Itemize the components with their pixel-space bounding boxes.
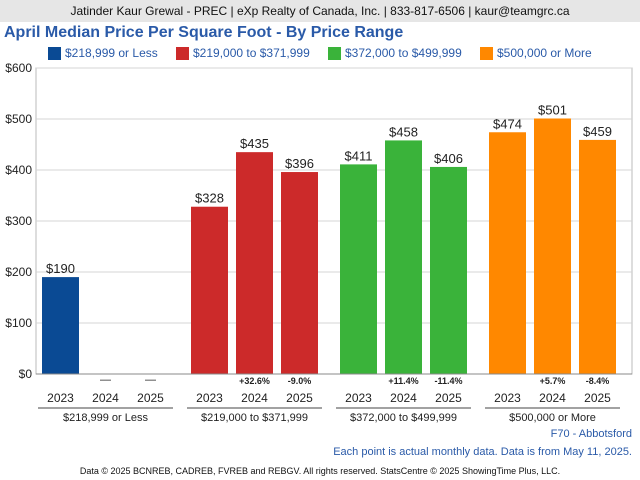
- bar: [191, 206, 228, 374]
- x-tick-label: 2024: [539, 391, 566, 405]
- x-tick-label: 2025: [286, 391, 313, 405]
- x-tick-label: 2023: [47, 391, 74, 405]
- legend-label-3: $372,000 to $499,999: [345, 46, 462, 60]
- x-tick-label: 2025: [435, 391, 462, 405]
- x-tick-label: 2024: [92, 391, 119, 405]
- change-label: +11.4%: [388, 376, 418, 386]
- change-label: —: [100, 374, 111, 386]
- y-tick-label: $0: [19, 367, 33, 381]
- legend-label-2: $219,000 to $371,999: [193, 46, 310, 60]
- x-tick-label: 2023: [196, 391, 223, 405]
- x-tick-label: 2025: [584, 391, 611, 405]
- bar: [534, 118, 571, 375]
- bar-value-label: $190: [46, 261, 75, 276]
- data-note: Each point is actual monthly data. Data …: [333, 446, 632, 458]
- change-label: —: [145, 374, 156, 386]
- bar: [430, 166, 467, 374]
- bar-value-label: $474: [493, 116, 522, 131]
- legend-item-3[interactable]: $372,000 to $499,999: [328, 45, 462, 61]
- legend-swatch-1: [48, 46, 61, 60]
- bar-value-label: $501: [538, 102, 567, 117]
- bar-chart: $0 $100 $200 $300 $400 $500 $600 $190 2023 2024 — 2…: [5, 61, 633, 424]
- legend-label-4: $500,000 or More: [497, 46, 592, 60]
- legend-item-2[interactable]: $219,000 to $371,999: [176, 45, 310, 61]
- header-bar: Jatinder Kaur Grewal - PREC | eXp Realty…: [0, 0, 640, 22]
- bar-value-label: $411: [345, 148, 373, 163]
- y-tick-label: $200: [5, 265, 32, 279]
- chart-legend: $218,999 or Less $219,000 to $371,999 $3…: [0, 45, 640, 61]
- bar-value-label: $459: [583, 124, 612, 139]
- bar-value-label: $435: [240, 136, 269, 151]
- legend-swatch-2: [176, 46, 189, 60]
- change-label: -8.4%: [586, 376, 610, 386]
- change-label: -11.4%: [434, 376, 462, 386]
- group-label: $219,000 to $371,999: [201, 412, 308, 424]
- bar-value-label: $406: [434, 151, 463, 166]
- x-tick-label: 2025: [137, 391, 164, 405]
- x-tick-label: 2023: [494, 391, 521, 405]
- bar: [236, 152, 273, 374]
- legend-label-1: $218,999 or Less: [65, 46, 158, 60]
- legend-swatch-3: [328, 46, 341, 60]
- bar: [281, 172, 318, 374]
- y-tick-label: $300: [5, 214, 32, 228]
- bar: [579, 139, 616, 374]
- group-label: $500,000 or More: [509, 412, 596, 424]
- bar: [385, 140, 422, 374]
- bar-value-label: $458: [389, 124, 418, 139]
- bar: [340, 164, 377, 374]
- x-tick-label: 2024: [241, 391, 268, 405]
- legend-swatch-4: [480, 46, 493, 60]
- x-tick-label: 2023: [345, 391, 372, 405]
- bar: [489, 132, 526, 374]
- header-contact-text: Jatinder Kaur Grewal - PREC | eXp Realty…: [70, 4, 570, 18]
- area-label: F70 - Abbotsford: [550, 428, 632, 440]
- legend-item-1[interactable]: $218,999 or Less: [48, 45, 158, 61]
- y-tick-label: $100: [5, 316, 32, 330]
- bar-value-label: $328: [195, 191, 224, 206]
- change-label: +5.7%: [540, 376, 566, 386]
- group-label: $372,000 to $499,999: [350, 412, 457, 424]
- y-tick-label: $400: [5, 163, 32, 177]
- y-tick-label: $500: [5, 112, 32, 126]
- bar-value-label: $396: [285, 156, 314, 171]
- bar: [42, 277, 79, 374]
- legend-item-4[interactable]: $500,000 or More: [480, 45, 592, 61]
- chart-title: April Median Price Per Square Foot - By …: [4, 24, 404, 41]
- y-tick-label: $600: [5, 61, 32, 75]
- change-label: +32.6%: [239, 376, 270, 386]
- change-label: -9.0%: [288, 376, 312, 386]
- group-label: $218,999 or Less: [63, 412, 149, 424]
- credits-text: Data © 2025 BCNREB, CADREB, FVREB and RE…: [79, 466, 561, 476]
- x-tick-label: 2024: [390, 391, 417, 405]
